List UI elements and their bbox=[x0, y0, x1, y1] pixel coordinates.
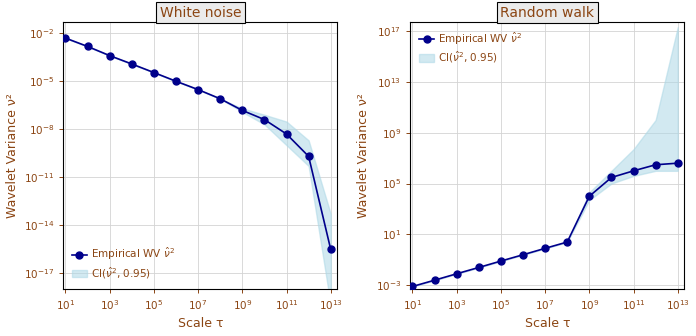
Title: Random walk: Random walk bbox=[500, 6, 594, 19]
Empirical WV $\hat{\nu}^2$ bbox=[304, 154, 313, 158]
Empirical WV $\hat{\nu}^2$ bbox=[452, 272, 461, 276]
Empirical WV $\hat{\nu}^2$ bbox=[651, 163, 660, 167]
Empirical WV $\hat{\nu}^2$ bbox=[585, 194, 594, 198]
Legend: Empirical WV $\hat{\nu}^2$, CI($\hat{\nu}^2$, 0.95): Empirical WV $\hat{\nu}^2$, CI($\hat{\nu… bbox=[68, 243, 178, 284]
Legend: Empirical WV $\hat{\nu}^2$, CI($\hat{\nu}^2$, 0.95): Empirical WV $\hat{\nu}^2$, CI($\hat{\nu… bbox=[416, 27, 525, 68]
Empirical WV $\hat{\nu}^2$ bbox=[61, 36, 70, 40]
Empirical WV $\hat{\nu}^2$ bbox=[84, 44, 92, 48]
Empirical WV $\hat{\nu}^2$ bbox=[607, 175, 615, 179]
Empirical WV $\hat{\nu}^2$ bbox=[238, 109, 246, 113]
Empirical WV $\hat{\nu}^2$ bbox=[172, 79, 180, 83]
Empirical WV $\hat{\nu}^2$ bbox=[629, 169, 638, 173]
Empirical WV $\hat{\nu}^2$ bbox=[497, 259, 505, 263]
Empirical WV $\hat{\nu}^2$ bbox=[409, 285, 417, 289]
Empirical WV $\hat{\nu}^2$ bbox=[475, 265, 483, 269]
Empirical WV $\hat{\nu}^2$ bbox=[127, 62, 136, 66]
Y-axis label: Wavelet Variance ν²: Wavelet Variance ν² bbox=[357, 93, 370, 218]
X-axis label: Scale τ: Scale τ bbox=[177, 318, 223, 330]
Line: Empirical WV $\hat{\nu}^2$: Empirical WV $\hat{\nu}^2$ bbox=[62, 35, 334, 253]
Empirical WV $\hat{\nu}^2$ bbox=[216, 97, 224, 101]
Empirical WV $\hat{\nu}^2$ bbox=[260, 118, 269, 122]
Empirical WV $\hat{\nu}^2$ bbox=[541, 246, 549, 250]
Empirical WV $\hat{\nu}^2$ bbox=[283, 132, 291, 136]
X-axis label: Scale τ: Scale τ bbox=[525, 318, 570, 330]
Empirical WV $\hat{\nu}^2$ bbox=[194, 88, 203, 92]
Empirical WV $\hat{\nu}^2$ bbox=[326, 247, 335, 251]
Empirical WV $\hat{\nu}^2$ bbox=[674, 161, 682, 165]
Empirical WV $\hat{\nu}^2$ bbox=[430, 278, 438, 282]
Empirical WV $\hat{\nu}^2$ bbox=[563, 240, 571, 244]
Line: Empirical WV $\hat{\nu}^2$: Empirical WV $\hat{\nu}^2$ bbox=[409, 160, 681, 290]
Title: White noise: White noise bbox=[159, 6, 241, 19]
Empirical WV $\hat{\nu}^2$ bbox=[150, 71, 158, 75]
Empirical WV $\hat{\nu}^2$ bbox=[106, 54, 114, 58]
Empirical WV $\hat{\nu}^2$ bbox=[519, 253, 527, 257]
Y-axis label: Wavelet Variance ν²: Wavelet Variance ν² bbox=[6, 93, 19, 218]
